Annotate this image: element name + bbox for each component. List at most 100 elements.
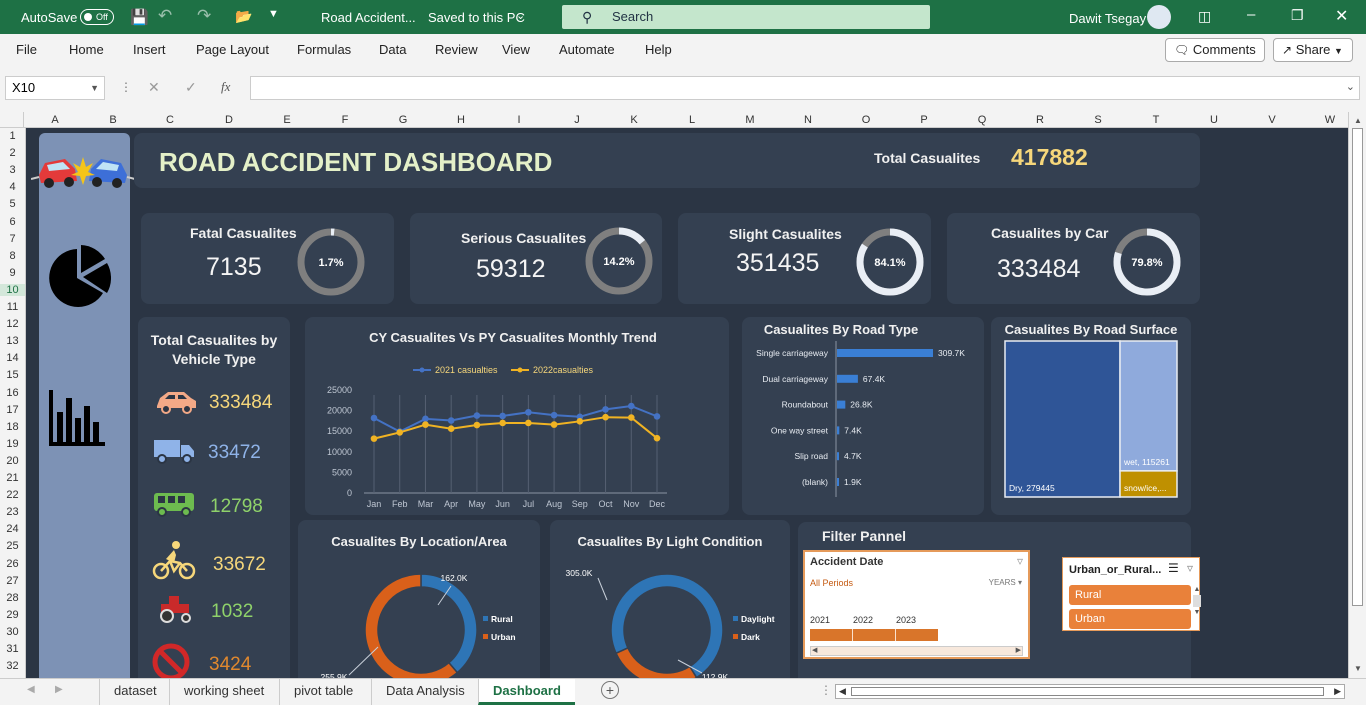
scroll-left-icon[interactable]: ◀ bbox=[839, 686, 846, 696]
menu-page-layout[interactable]: Page Layout bbox=[196, 42, 270, 57]
menu-dots-icon[interactable]: ⋮ bbox=[120, 80, 132, 94]
menu-data[interactable]: Data bbox=[379, 42, 407, 57]
scroll-thumb[interactable] bbox=[851, 687, 1324, 696]
column-header[interactable]: M bbox=[745, 114, 755, 126]
scroll-up-icon[interactable]: ▲ bbox=[1354, 116, 1362, 125]
column-header[interactable]: J bbox=[574, 114, 580, 126]
column-header[interactable]: H bbox=[457, 114, 465, 126]
row-header[interactable]: 10 bbox=[0, 283, 25, 296]
scroll-down-icon[interactable]: ▼ bbox=[1193, 609, 1201, 616]
menu-file[interactable]: File bbox=[16, 42, 37, 57]
slicer-item-urban[interactable]: Urban bbox=[1069, 609, 1191, 629]
chevron-down-icon[interactable]: ⌄ bbox=[1345, 81, 1355, 93]
multi-select-icon[interactable]: ☰ bbox=[1168, 561, 1179, 575]
column-header[interactable]: W bbox=[1324, 114, 1336, 126]
row-header[interactable]: 2 bbox=[9, 147, 16, 160]
timeline-scrollbar[interactable]: ◀ ▶ bbox=[810, 646, 1023, 656]
minimize-icon[interactable]: – bbox=[1247, 6, 1256, 23]
chevron-down-icon[interactable]: ⌄ bbox=[516, 10, 526, 22]
row-header[interactable]: 1 bbox=[9, 130, 16, 142]
horizontal-scrollbar[interactable]: ◀ ▶ bbox=[835, 684, 1345, 699]
row-header[interactable]: 14 bbox=[6, 352, 19, 365]
row-header[interactable]: 8 bbox=[9, 249, 16, 262]
slicer-item-rural[interactable]: Rural bbox=[1069, 585, 1191, 605]
column-header[interactable]: S bbox=[1094, 114, 1102, 126]
column-header[interactable]: O bbox=[861, 114, 871, 126]
row-header[interactable]: 3 bbox=[9, 164, 16, 177]
column-header[interactable]: B bbox=[109, 114, 117, 126]
enter-icon[interactable]: ✓ bbox=[185, 79, 197, 95]
menu-help[interactable]: Help bbox=[645, 42, 672, 57]
row-header[interactable]: 24 bbox=[6, 523, 19, 536]
urban-rural-slicer[interactable]: Urban_or_Rural... ☰ ▿ Rural Urban ▲ ▼ bbox=[1062, 557, 1201, 631]
column-header[interactable]: K bbox=[630, 114, 638, 126]
row-header[interactable]: 7 bbox=[9, 232, 16, 245]
row-header[interactable]: 18 bbox=[6, 420, 19, 433]
close-icon[interactable]: ✕ bbox=[1335, 8, 1349, 25]
row-header[interactable]: 17 bbox=[6, 403, 19, 416]
scroll-right-icon[interactable]: ▶ bbox=[1015, 647, 1021, 654]
formula-input[interactable]: ⌄ bbox=[250, 76, 1360, 100]
vertical-scrollbar[interactable]: ▲ ▼ bbox=[1348, 112, 1366, 678]
tab-dashboard[interactable]: Dashboard bbox=[478, 679, 575, 705]
column-header[interactable]: C bbox=[166, 114, 174, 126]
row-header[interactable]: 6 bbox=[9, 215, 16, 228]
column-header[interactable]: U bbox=[1210, 114, 1218, 126]
save-status[interactable]: Saved to this PC bbox=[428, 10, 525, 25]
row-header[interactable]: 20 bbox=[6, 454, 19, 467]
undo-icon[interactable]: ↶ bbox=[158, 6, 173, 25]
menu-home[interactable]: Home bbox=[69, 42, 104, 57]
row-header[interactable]: 25 bbox=[6, 540, 19, 553]
user-name[interactable]: Dawit Tsegay bbox=[1069, 11, 1147, 26]
row-header[interactable]: 13 bbox=[6, 335, 19, 348]
tab-dataset[interactable]: dataset bbox=[99, 679, 171, 705]
column-header[interactable]: A bbox=[51, 114, 59, 126]
row-header[interactable]: 26 bbox=[6, 557, 19, 570]
row-header[interactable]: 30 bbox=[6, 625, 19, 638]
clear-filter-icon[interactable]: ▿ bbox=[1187, 561, 1194, 575]
column-header[interactable]: L bbox=[688, 114, 696, 126]
scroll-right-icon[interactable]: ▶ bbox=[1334, 686, 1341, 696]
row-header[interactable]: 32 bbox=[6, 660, 19, 673]
row-header[interactable]: 31 bbox=[6, 643, 19, 655]
cancel-icon[interactable]: ✕ bbox=[148, 79, 160, 95]
save-icon[interactable]: 💾 bbox=[130, 9, 149, 26]
menu-insert[interactable]: Insert bbox=[133, 42, 166, 57]
comments-button[interactable]: 🗨 Comments bbox=[1165, 38, 1265, 62]
customize-toolbar-icon[interactable]: ▼ bbox=[268, 8, 279, 20]
row-header[interactable]: 15 bbox=[6, 369, 19, 382]
restore-icon[interactable]: ❐ bbox=[1291, 7, 1304, 23]
column-header[interactable]: V bbox=[1268, 114, 1276, 126]
tab-scroll-right-icon[interactable]: ▶ bbox=[55, 684, 63, 695]
document-title[interactable]: Road Accident... bbox=[321, 10, 416, 25]
chevron-down-icon[interactable]: ▼ bbox=[90, 83, 99, 93]
scroll-thumb[interactable] bbox=[1352, 128, 1363, 606]
row-header[interactable]: 16 bbox=[6, 386, 19, 399]
tab-options-icon[interactable]: ⋮ bbox=[820, 683, 832, 697]
menu-automate[interactable]: Automate bbox=[559, 42, 615, 57]
share-button[interactable]: ↗ Share ▼ bbox=[1273, 38, 1353, 62]
tab-scroll-left-icon[interactable]: ◀ bbox=[27, 684, 35, 695]
column-header[interactable]: N bbox=[804, 114, 812, 126]
row-header[interactable]: 29 bbox=[6, 608, 19, 621]
search-box[interactable]: ⚲ Search bbox=[562, 5, 930, 29]
autosave-toggle[interactable]: Off bbox=[80, 9, 114, 25]
menu-view[interactable]: View bbox=[502, 42, 530, 57]
tab-pivot-table[interactable]: pivot table bbox=[279, 679, 367, 705]
timeline-year[interactable]: 2021 bbox=[810, 615, 831, 625]
row-header[interactable]: 21 bbox=[6, 472, 19, 484]
select-all-corner[interactable] bbox=[2, 112, 24, 127]
redo-icon[interactable]: ↷ bbox=[197, 6, 212, 25]
timeline-year[interactable]: 2022 bbox=[853, 615, 874, 625]
scroll-down-icon[interactable]: ▼ bbox=[1354, 664, 1362, 673]
column-header[interactable]: Q bbox=[977, 114, 987, 126]
clear-filter-icon[interactable]: ▿ bbox=[1016, 554, 1023, 568]
row-header[interactable]: 22 bbox=[6, 489, 19, 502]
row-header[interactable]: 28 bbox=[6, 591, 19, 604]
column-header[interactable]: G bbox=[398, 114, 408, 126]
open-folder-icon[interactable]: 📂 bbox=[235, 8, 253, 24]
row-header[interactable]: 4 bbox=[9, 181, 16, 194]
column-header[interactable]: P bbox=[920, 114, 928, 126]
add-sheet-icon[interactable]: + bbox=[601, 681, 619, 699]
accident-date-timeline[interactable]: Accident Date ▿ All Periods YEARS ▾ 2021… bbox=[803, 550, 1030, 659]
